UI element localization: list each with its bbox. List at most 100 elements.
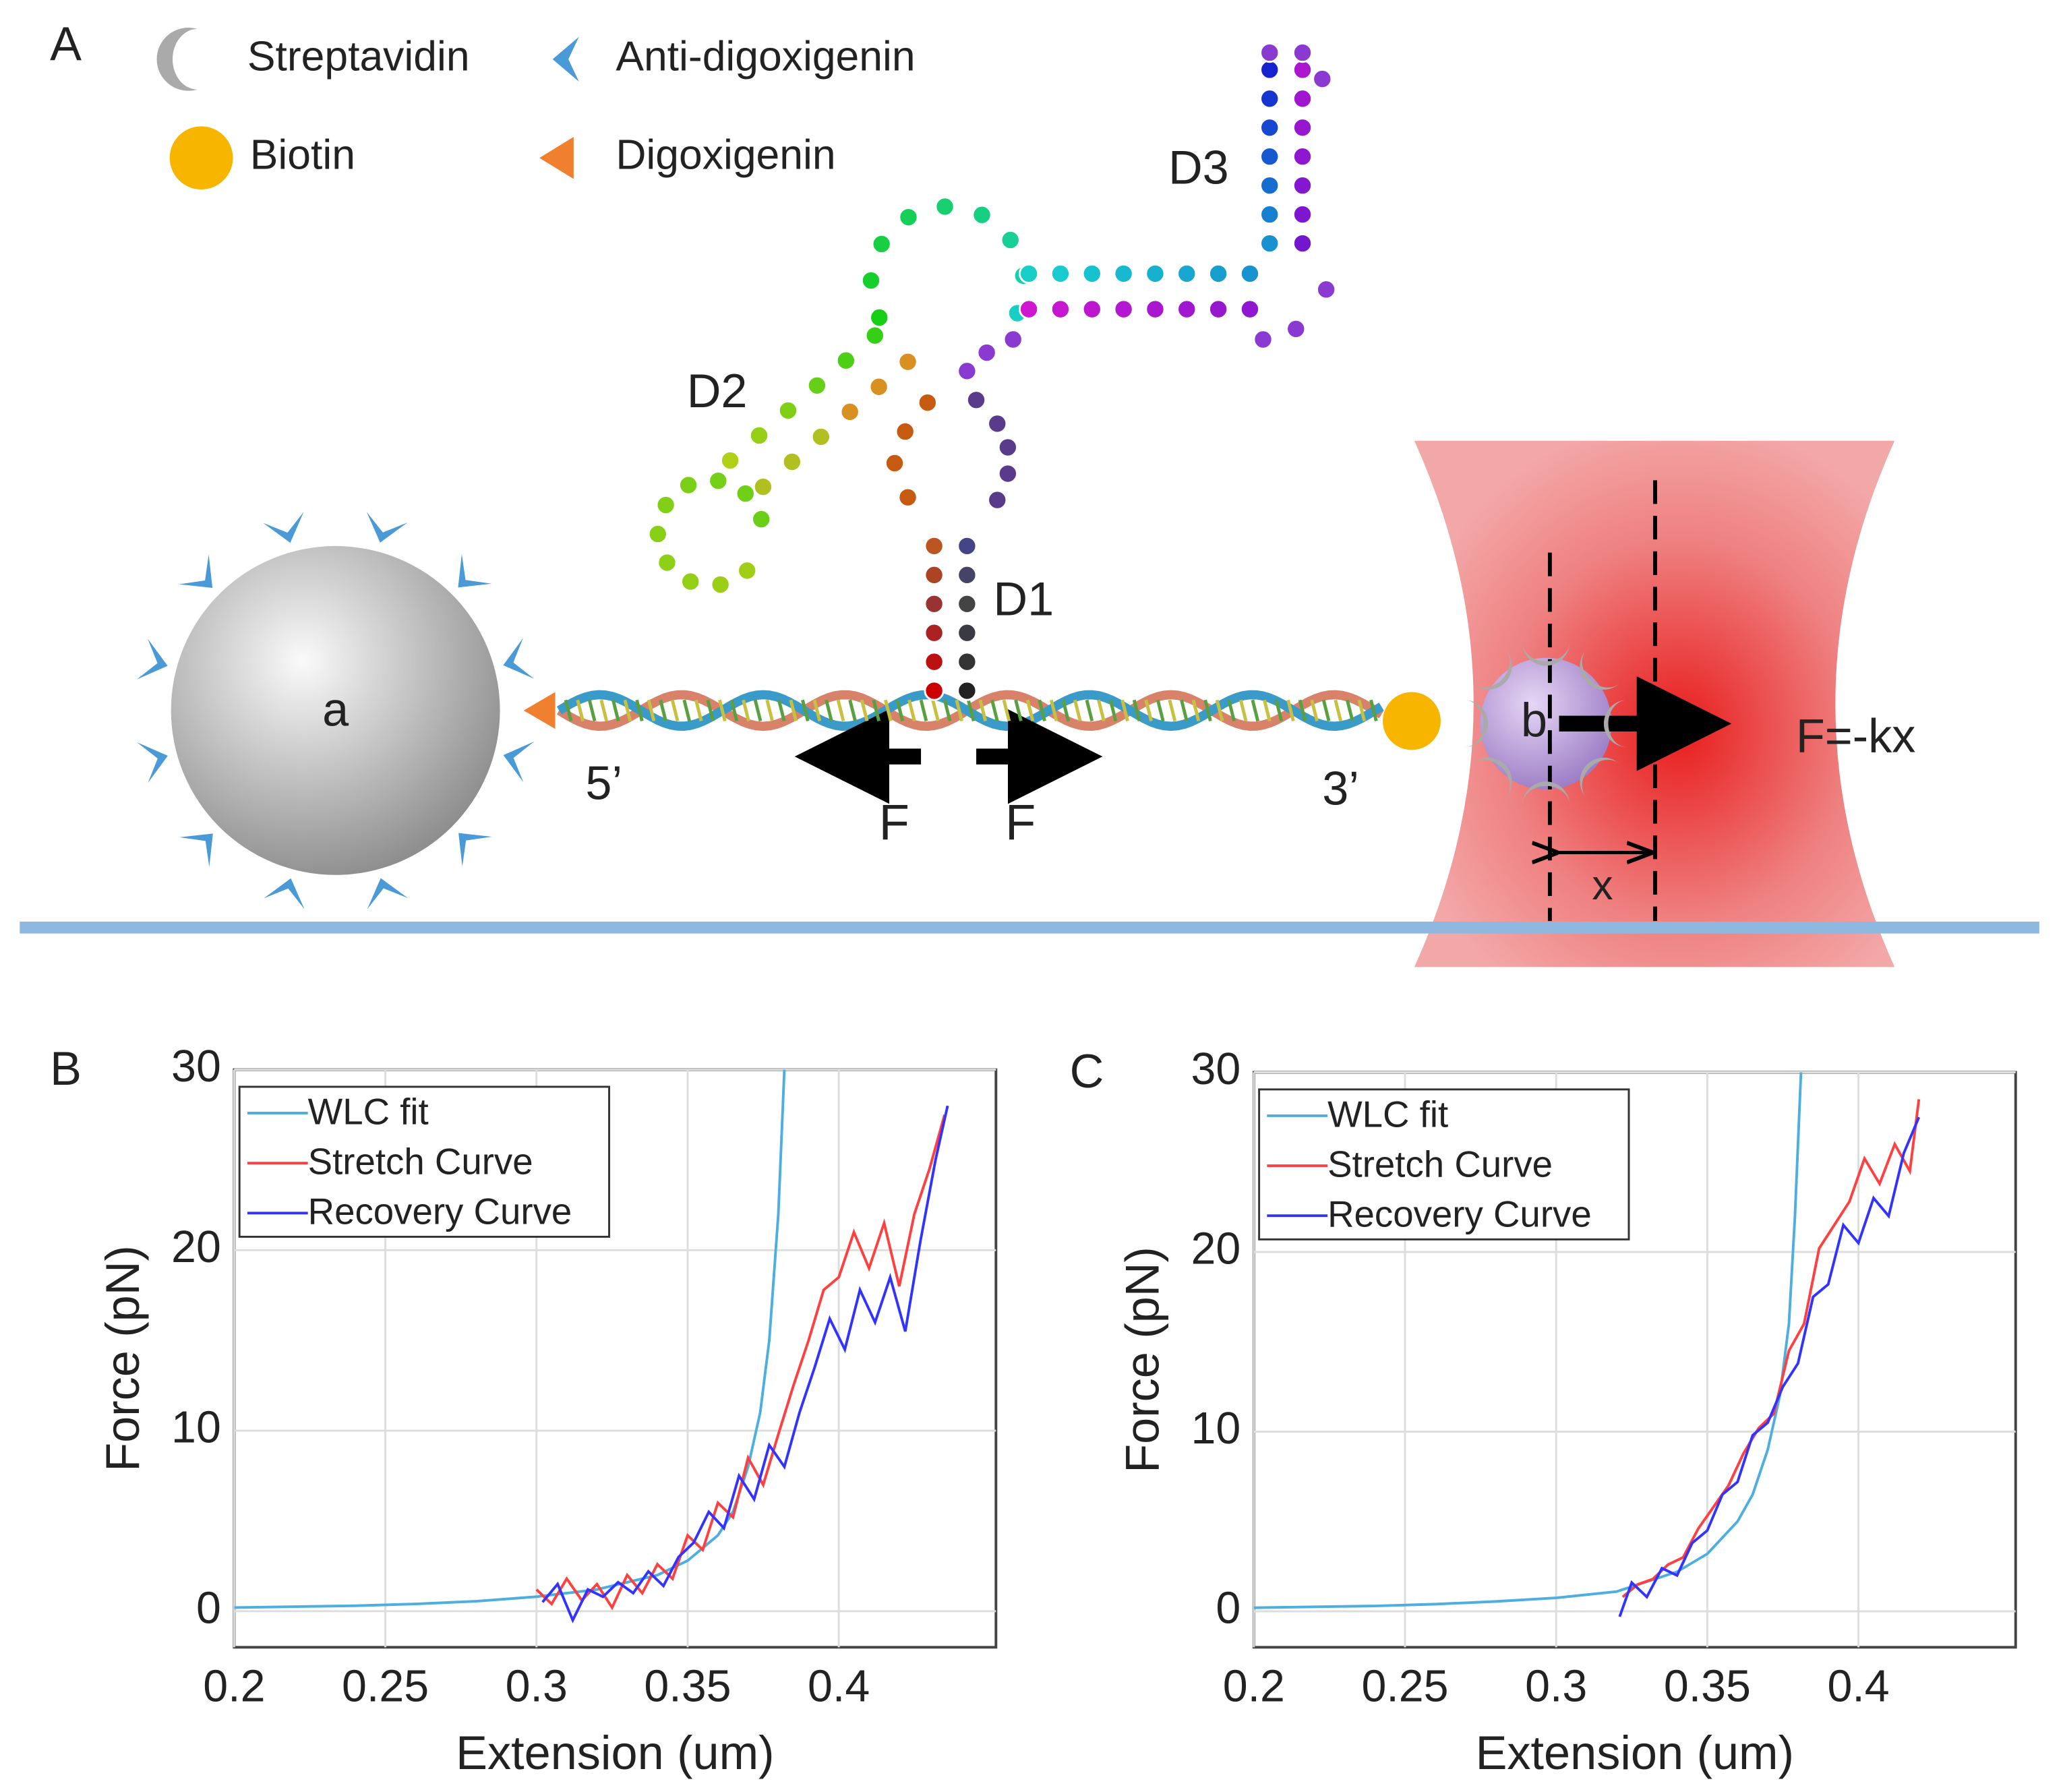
- antibody: [263, 512, 304, 543]
- biotin-icon: [169, 126, 233, 190]
- rna-base: [1207, 299, 1229, 320]
- rna-base: [897, 487, 918, 508]
- rna-base: [781, 451, 802, 473]
- y-tick-label: 0: [196, 1583, 221, 1633]
- dna-base: [659, 699, 667, 722]
- dna-base: [777, 699, 786, 722]
- rna-base: [924, 651, 945, 672]
- antibody: [264, 878, 305, 909]
- rna-base: [657, 552, 678, 573]
- dna-base: [1014, 699, 1023, 722]
- dna-base: [694, 699, 703, 722]
- plot-area: [233, 1068, 998, 1649]
- dna-base: [1263, 699, 1272, 722]
- rna-base: [1292, 88, 1313, 109]
- rna-base: [924, 564, 945, 585]
- biotin: [1383, 692, 1441, 750]
- antibody: [137, 742, 168, 783]
- rna-base: [647, 523, 668, 545]
- dna-base: [884, 699, 893, 722]
- x-tick-label: 0.2: [1223, 1661, 1285, 1711]
- legend-label: Recovery Curve: [308, 1191, 572, 1232]
- antibody: [503, 741, 535, 783]
- rna-base: [997, 437, 1018, 458]
- rna-base: [1316, 279, 1337, 300]
- rna-base: [680, 571, 701, 592]
- rna-base: [835, 350, 856, 371]
- legend-label: Digoxigenin: [616, 131, 835, 179]
- rna-base: [924, 622, 945, 643]
- legend-label: Streptavidin: [247, 32, 470, 80]
- panel-label: C: [1070, 1044, 1104, 1098]
- bead-b: [1480, 657, 1612, 789]
- rna-base: [1000, 229, 1021, 251]
- dna-base: [825, 699, 833, 722]
- rna-base: [1113, 299, 1134, 320]
- y-axis-label: Force (pN): [96, 1245, 149, 1472]
- dna-base: [1097, 699, 1106, 722]
- trap-force-label: F=-kx: [1796, 709, 1916, 762]
- rna-base: [1259, 204, 1280, 225]
- dna-base: [1038, 699, 1046, 722]
- x-tick-label: 0.4: [1827, 1661, 1889, 1711]
- rna-base: [1176, 263, 1197, 285]
- y-tick-label: 30: [1191, 1044, 1240, 1094]
- rna-base: [806, 375, 828, 396]
- rna-base: [1292, 233, 1313, 254]
- dna-base: [765, 699, 774, 722]
- dna-base: [1144, 699, 1153, 722]
- dna-base: [1191, 699, 1201, 722]
- dna-base: [647, 699, 656, 722]
- rna-base: [1292, 117, 1313, 138]
- dna-base: [576, 699, 585, 722]
- rna-base: [1292, 146, 1313, 167]
- dna-base: [1310, 699, 1319, 722]
- dna-base: [1227, 699, 1236, 722]
- dna-base: [1061, 699, 1071, 722]
- x-tick-label: 0.3: [506, 1661, 568, 1711]
- rna-base: [924, 680, 945, 701]
- rna-base: [710, 574, 731, 595]
- rna-base: [1259, 59, 1280, 80]
- rna-base: [839, 401, 860, 422]
- dna-base: [1180, 699, 1189, 722]
- rna-base: [971, 204, 992, 225]
- rna-base: [957, 535, 978, 557]
- domain-label: D1: [993, 572, 1054, 625]
- rna-base: [895, 421, 916, 442]
- streptavidin-icon: [156, 27, 198, 91]
- y-tick-label: 0: [1216, 1584, 1240, 1634]
- dna-base: [623, 699, 632, 722]
- antibody: [458, 554, 492, 588]
- rna-base: [987, 489, 1008, 510]
- legend-label: Biotin: [250, 131, 355, 179]
- antibody: [503, 638, 535, 679]
- dna-base: [1132, 699, 1141, 722]
- rna-base: [1259, 88, 1280, 109]
- streptavidin: [1464, 700, 1489, 748]
- dna-base: [729, 699, 739, 722]
- rna-base: [1292, 204, 1313, 225]
- rna-base: [735, 483, 756, 504]
- dna-base: [1215, 699, 1224, 722]
- streptavidin: [1603, 700, 1628, 748]
- antibody: [366, 512, 408, 543]
- rna-base: [737, 560, 758, 581]
- end-label: 3’: [1322, 761, 1359, 814]
- rna-base: [1259, 175, 1280, 196]
- rna-base: [957, 593, 978, 614]
- digoxigenin-icon: [539, 136, 574, 179]
- rna-base: [1081, 299, 1102, 320]
- rna-base: [924, 535, 945, 557]
- rna-base: [976, 342, 997, 363]
- rna-base: [864, 325, 885, 346]
- rna-base: [1050, 263, 1071, 285]
- y-axis-label: Force (pN): [1115, 1247, 1168, 1473]
- dna-base: [1251, 699, 1260, 722]
- bead-a: [171, 545, 500, 875]
- dna-base: [836, 699, 845, 722]
- dna-base: [1203, 699, 1212, 722]
- anti-digoxigenin-icon: [552, 36, 579, 82]
